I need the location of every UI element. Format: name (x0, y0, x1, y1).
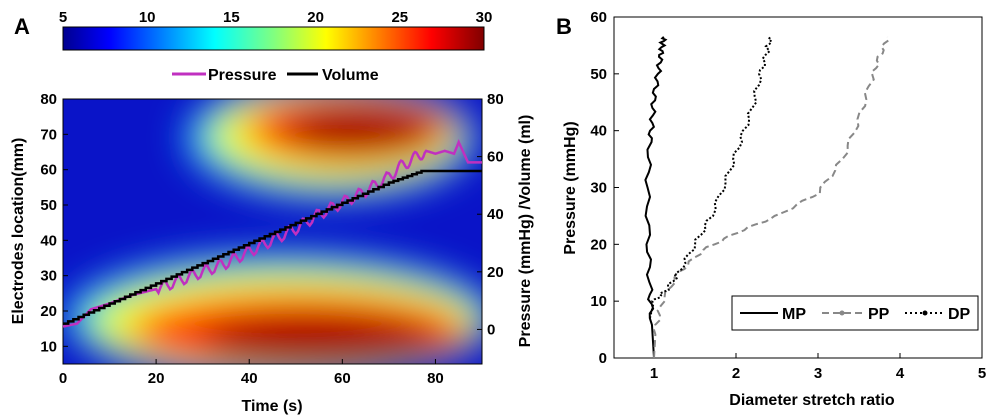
y-tick-label-b: 10 (590, 293, 607, 310)
y-axis-title-a: Electrodes location(mm) (10, 138, 27, 325)
x-tick-label-b: 5 (978, 365, 986, 382)
y-tick-label-a: 50 (40, 197, 57, 214)
legend-volume-label: Volume (322, 67, 379, 84)
y-tick-label-b: 30 (590, 180, 607, 197)
colorbar-tick-label: 30 (476, 9, 493, 26)
colorbar-tick-label: 20 (307, 9, 324, 26)
colorbar-tick-label: 10 (139, 9, 156, 26)
y-tick-label-a: 80 (40, 91, 57, 108)
y2-tick-label-a: 40 (487, 206, 504, 223)
y-tick-label-b: 40 (590, 123, 607, 140)
legend-pp-marker (839, 310, 845, 316)
legend-pp-label: PP (868, 306, 890, 323)
y2-tick-label-a: 0 (487, 321, 495, 338)
colorbar-tick-label: 25 (391, 9, 408, 26)
series-line-mp (644, 36, 668, 359)
x-tick-label-a: 80 (427, 370, 444, 387)
colorbar-tick-label: 15 (223, 9, 240, 26)
x-tick-label-b: 2 (732, 365, 740, 382)
panel-label-b: B (556, 14, 572, 39)
colorbar: 5 10 15 20 25 30 (59, 9, 493, 51)
x-tick-label-a: 40 (241, 370, 258, 387)
y-tick-label-a: 30 (40, 268, 57, 285)
panel-label-a: A (14, 14, 30, 39)
series-a (62, 139, 482, 328)
x-tick-label-b: 4 (896, 365, 905, 382)
x-axis-title-b: Diameter stretch ratio (729, 392, 895, 409)
axes-a: 0 20 40 60 80 10 20 30 40 50 60 70 80 0 20 40 60 80 (40, 91, 503, 387)
y2-tick-label-a: 60 (487, 149, 504, 166)
y-tick-label-b: 20 (590, 236, 607, 253)
legend-b: MP PP DP (731, 295, 979, 331)
x-tick-label-b: 3 (814, 365, 822, 382)
y-tick-label-a: 60 (40, 162, 57, 179)
legend-dp-label: DP (948, 306, 971, 323)
y2-tick-label-a: 80 (487, 91, 504, 108)
series-b (644, 36, 890, 359)
y-axis-title-b: Pressure (mmHg) (562, 121, 579, 254)
legend-dp-marker (922, 310, 928, 316)
legend-pressure-label: Pressure (208, 67, 277, 84)
y-tick-label-a: 10 (40, 338, 57, 355)
y-tick-label-a: 70 (40, 126, 57, 143)
colorbar-tick-label: 5 (59, 9, 67, 26)
legend-a: Pressure Volume (172, 67, 379, 84)
x-tick-label-a: 60 (334, 370, 351, 387)
x-axis-title-a: Time (s) (241, 398, 302, 415)
colorbar-ticks: 5 10 15 20 25 30 (59, 9, 493, 26)
series-line-pp (652, 36, 890, 359)
y-tick-label-b: 50 (590, 66, 607, 83)
y-tick-label-a: 40 (40, 232, 57, 249)
y-tick-label-a: 20 (40, 303, 57, 320)
colorbar-gradient (62, 26, 485, 51)
heatmap-a (63, 99, 482, 364)
x-tick-label-a: 20 (148, 370, 165, 387)
y2-axis-title-a: Pressure (mmHg) /Volume (ml) (517, 115, 534, 348)
legend-mp-label: MP (782, 306, 806, 323)
y-tick-label-b: 0 (599, 350, 607, 367)
x-tick-label-b: 1 (650, 365, 658, 382)
series-line-dp (648, 36, 774, 319)
series-line-volume (63, 169, 482, 325)
x-tick-label-a: 0 (59, 370, 67, 387)
y2-tick-label-a: 20 (487, 264, 504, 281)
plot-frame-a (62, 98, 483, 365)
y-tick-label-b: 60 (590, 9, 607, 26)
